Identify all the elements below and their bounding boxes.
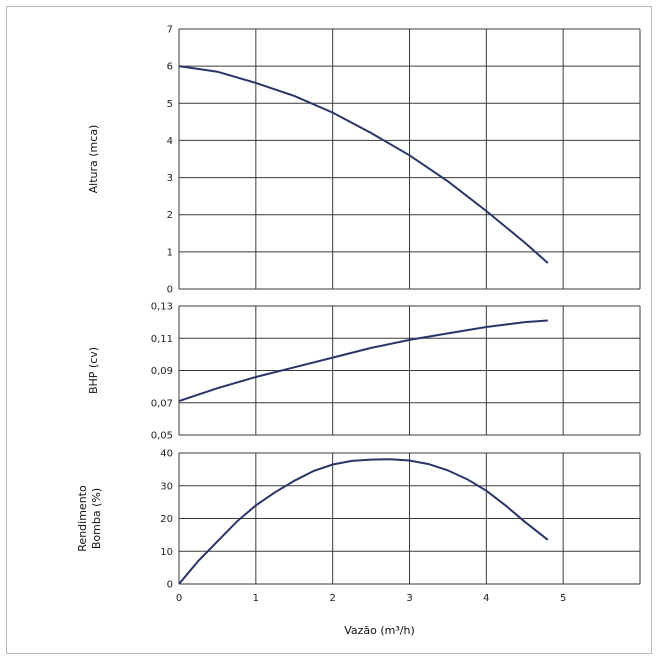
x-tick-label: 1 [253, 593, 259, 604]
x-tick-label: 0 [176, 593, 182, 604]
y-axis-label: Bomba (%) [90, 488, 103, 549]
y-tick-label: 40 [160, 449, 173, 460]
series-line [178, 65, 549, 264]
y-tick-label: 10 [160, 547, 173, 558]
y-tick-label: 5 [167, 99, 173, 110]
y-tick-label: 0,07 [151, 398, 173, 409]
y-axis-label: Rendimento [76, 485, 89, 552]
chart-frame [6, 6, 652, 654]
series-line [178, 319, 548, 403]
y-tick-label: 0,09 [151, 366, 173, 377]
y-tick-label: 4 [167, 136, 173, 147]
x-tick-label: 3 [406, 593, 412, 604]
x-axis-label: Vazão (m³/h) [344, 624, 415, 637]
y-tick-label: 30 [160, 481, 173, 492]
y-tick-label: 6 [167, 62, 173, 73]
y-axis-label: BHP (cv) [87, 347, 100, 394]
x-tick-label: 2 [329, 593, 335, 604]
y-tick-label: 0,13 [151, 302, 173, 313]
x-tick-label: 4 [483, 593, 489, 604]
y-tick-label: 0,05 [151, 431, 173, 442]
y-tick-label: 0,11 [151, 334, 173, 345]
series-line [178, 458, 549, 585]
y-tick-label: 1 [167, 247, 173, 258]
y-tick-label: 0 [167, 285, 173, 296]
y-tick-label: 7 [167, 25, 173, 36]
y-axis-label: Altura (mca) [87, 125, 100, 194]
y-tick-label: 3 [167, 173, 173, 184]
y-tick-label: 20 [160, 514, 173, 525]
x-tick-label: 5 [560, 593, 566, 604]
y-tick-label: 2 [167, 210, 173, 221]
y-tick-label: 0 [167, 580, 173, 591]
